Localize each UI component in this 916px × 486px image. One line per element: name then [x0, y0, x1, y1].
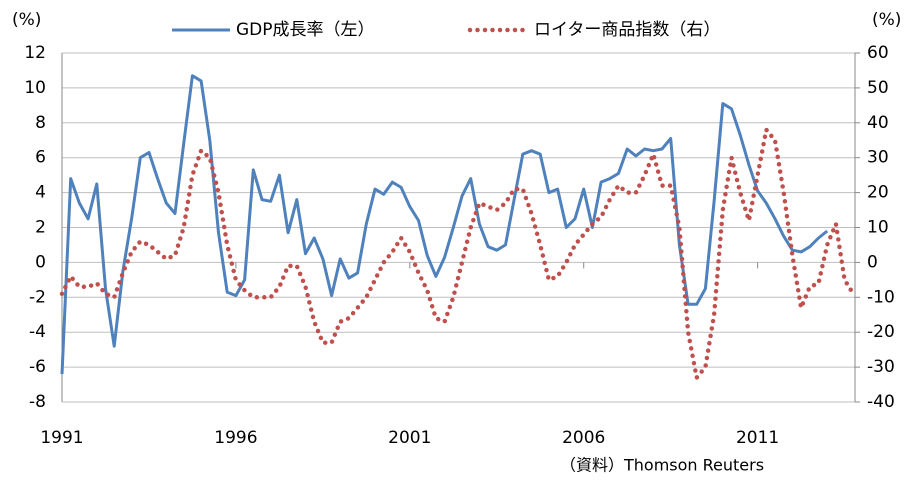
y2-tick-label: -10 [867, 287, 895, 307]
series-line [60, 74, 829, 375]
y-tick-label: 0 [35, 252, 46, 272]
y-axis-label: (%) [12, 10, 41, 30]
y-tick-label: 2 [35, 218, 46, 238]
y2-tick-label: -40 [867, 392, 895, 412]
y2-tick-label: 40 [867, 113, 889, 133]
y2-tick-label: 10 [867, 218, 889, 238]
y-tick-label: -2 [29, 287, 46, 307]
y2-tick-label: 20 [867, 183, 889, 203]
y2-tick-label: 0 [867, 252, 878, 272]
y-tick-label: 10 [24, 78, 46, 98]
x-tick-label: 1991 [40, 428, 83, 448]
y-tick-label: -4 [29, 322, 46, 342]
legend-label: ロイター商品指数（右） [534, 20, 720, 40]
x-tick-label: 1996 [214, 428, 257, 448]
series-line [59, 124, 856, 383]
source-note: （資料）Thomson Reuters [560, 456, 764, 475]
y2-tick-label: 50 [867, 78, 889, 98]
y-tick-label: -6 [29, 357, 46, 377]
y-tick-label: -8 [29, 392, 46, 412]
x-tick-label: 2006 [562, 428, 605, 448]
y2-tick-label: -30 [867, 357, 895, 377]
y-tick-label: 12 [24, 43, 46, 63]
x-tick-label: 2001 [388, 428, 431, 448]
y2-tick-label: -20 [867, 322, 895, 342]
y-tick-label: 8 [35, 113, 46, 133]
y-tick-label: 4 [35, 183, 46, 203]
x-tick-label: 2011 [736, 428, 779, 448]
y-tick-label: 6 [35, 148, 46, 168]
y2-axis-label: (%) [872, 10, 901, 30]
legend-label: GDP成長率（左） [236, 20, 375, 40]
y2-tick-label: 30 [867, 148, 889, 168]
y2-tick-label: 60 [867, 43, 889, 63]
